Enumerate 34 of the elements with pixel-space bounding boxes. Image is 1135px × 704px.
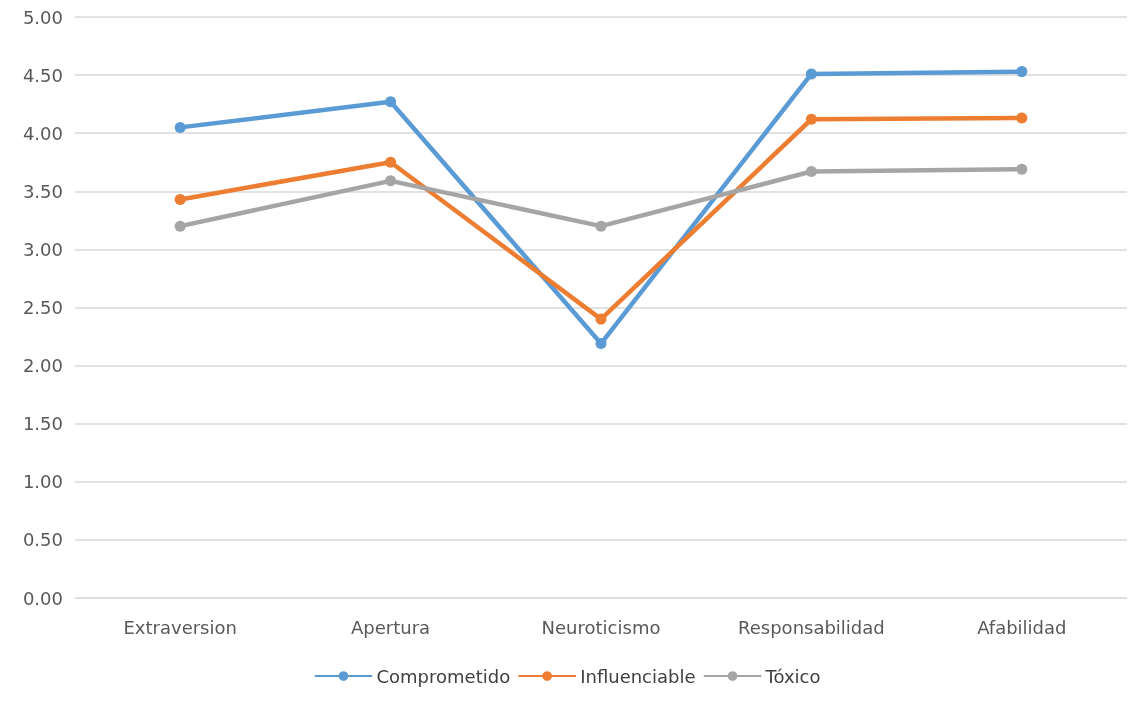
legend-label: Comprometido	[376, 665, 511, 687]
y-tick-label: 0.50	[22, 529, 63, 551]
point	[595, 338, 607, 350]
x-tick-label: Extraversion	[123, 616, 237, 638]
point	[174, 121, 186, 133]
y-tick-label: 1.50	[22, 413, 63, 435]
y-tick-label: 3.50	[22, 180, 63, 202]
point	[805, 113, 817, 125]
x-tick-label: Responsabilidad	[738, 616, 885, 638]
point	[595, 220, 607, 232]
point	[385, 96, 397, 108]
y-tick-label: 2.50	[22, 297, 63, 318]
legend-label: Influenciable	[580, 665, 696, 687]
point	[805, 68, 817, 80]
y-tick-label: 4.50	[22, 64, 63, 86]
y-tick-label: 2.00	[22, 355, 63, 377]
x-tick-label: Apertura	[351, 616, 431, 638]
x-tick-label: Afabilidad	[977, 616, 1067, 638]
point	[174, 193, 186, 205]
y-tick-label: 3.00	[22, 238, 63, 260]
point	[1016, 163, 1028, 175]
x-tick-label: Neuroticismo	[541, 616, 661, 638]
y-tick-label: 4.00	[22, 122, 63, 144]
point	[385, 175, 397, 187]
point	[174, 220, 186, 232]
legend-label: Tóxico	[764, 665, 821, 687]
y-tick-label: 1.00	[22, 471, 63, 493]
y-tick-label: 0.00	[22, 587, 63, 609]
y-tick-label: 5.00	[22, 6, 63, 28]
point	[805, 166, 817, 178]
point	[595, 313, 607, 325]
point	[1016, 112, 1028, 124]
point	[1016, 66, 1028, 78]
point	[385, 156, 397, 168]
